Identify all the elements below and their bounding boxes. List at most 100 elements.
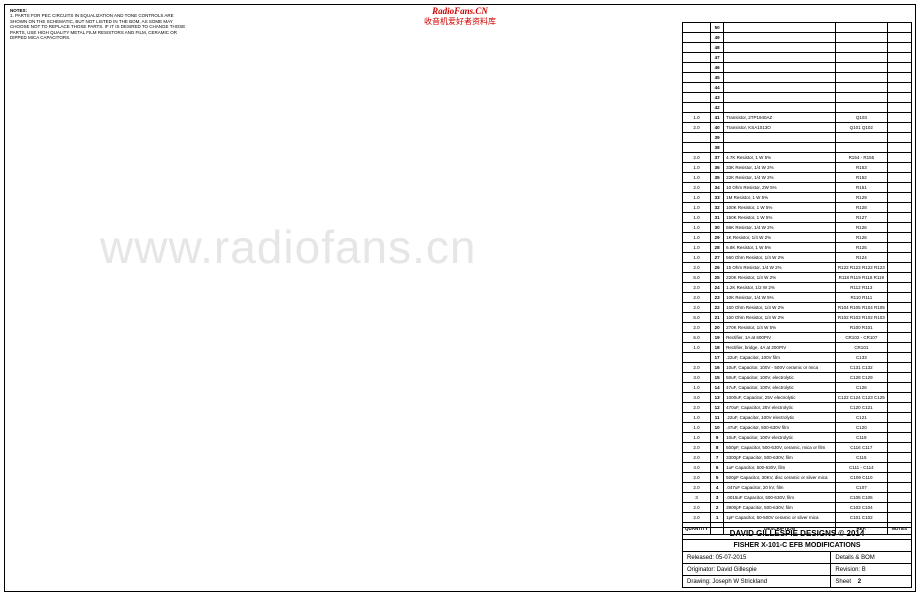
title-details: Details & BOM (831, 552, 912, 564)
cell-desc: .0015uF Capacitor, 500-630V, film (724, 493, 836, 503)
cell-desc (724, 23, 836, 33)
cell-desc: 3300pF Capacitor, 500-630V, film (724, 453, 836, 463)
cell-notes (887, 213, 911, 223)
table-row: 1.0291K Resistor, 1/4 W 2%R126 (683, 233, 912, 243)
table-row: 4.061uF Capacitor, 500-630V, filmC111 - … (683, 463, 912, 473)
cell-desc: Transistor, 2TP1940AZ (724, 113, 836, 123)
cell-num: 43 (711, 93, 724, 103)
cell-num: 12 (711, 403, 724, 413)
cell-desc: 47uF, Capacitor, 100V, electrolytic (724, 383, 836, 393)
cell-notes (887, 333, 911, 343)
cell-qty: 2.0 (683, 473, 711, 483)
cell-num: 19 (711, 333, 724, 343)
cell-desc: 1M Resistor, 1 W 5% (724, 193, 836, 203)
cell-qty: 1.0 (683, 233, 711, 243)
cell-notes (887, 433, 911, 443)
cell-num: 11 (711, 413, 724, 423)
cell-notes (887, 123, 911, 133)
cell-num: 8 (711, 443, 724, 453)
cell-qty: 1.0 (683, 383, 711, 393)
title-project: FISHER X-101-C EFB MODIFICATIONS (683, 540, 912, 552)
cell-num: 14 (711, 383, 724, 393)
cell-num: 10 (711, 423, 724, 433)
cell-ref: C122 C124 C123 C125 (835, 393, 887, 403)
table-row: 2.011pF Capacitor, 50-500V ceramic or si… (683, 513, 912, 523)
table-row: 39 (683, 133, 912, 143)
cell-num: 22 (711, 303, 724, 313)
cell-qty (683, 33, 711, 43)
cell-ref: C107 (835, 483, 887, 493)
cell-notes (887, 493, 911, 503)
table-row: 1.0331M Resistor, 1 W 5%R129 (683, 193, 912, 203)
cell-ref: R122 R123 R122 R123 (835, 263, 887, 273)
cell-notes (887, 343, 911, 353)
cell-num: 1 (711, 513, 724, 523)
cell-num: 39 (711, 133, 724, 143)
cell-desc: 150K Resistor, 1 W 5% (724, 213, 836, 223)
cell-num: 25 (711, 273, 724, 283)
cell-ref: R110 R111 (835, 293, 887, 303)
cell-desc: 10uF, Capacitor, 100V electrolytic (724, 433, 836, 443)
cell-qty (683, 53, 711, 63)
cell-ref: R104 R105 R104 R105 (835, 303, 887, 313)
cell-num: 16 (711, 363, 724, 373)
cell-num: 42 (711, 103, 724, 113)
cell-ref: R152 (835, 173, 887, 183)
cell-qty (683, 143, 711, 153)
cell-num: 47 (711, 53, 724, 63)
table-row: 2.02310K Resistor, 1/4 W 5%R110 R111 (683, 293, 912, 303)
cell-ref: R127 (835, 213, 887, 223)
cell-desc: 15 Ohm Resistor, 1/4 W 2% (724, 263, 836, 273)
cell-num: 20 (711, 323, 724, 333)
cell-num: 50 (711, 23, 724, 33)
cell-num: 9 (711, 433, 724, 443)
cell-notes (887, 83, 911, 93)
cell-notes (887, 33, 911, 43)
cell-num: 36 (711, 163, 724, 173)
cell-qty: 2.0 (683, 513, 711, 523)
cell-num: 37 (711, 153, 724, 163)
cell-ref: C128 C129 (835, 373, 887, 383)
cell-qty: 1.0 (683, 113, 711, 123)
cell-desc: 470uF, Capacitor, 25V electrolytic (724, 403, 836, 413)
cell-ref: C126 (835, 383, 887, 393)
title-revision: Revision: B (831, 564, 912, 576)
cell-ref: R126 (835, 233, 887, 243)
cell-desc: Rectifier, bridge, 4A at 200PIV (724, 343, 836, 353)
cell-notes (887, 153, 911, 163)
cell-desc (724, 73, 836, 83)
cell-desc: 33K Resistor, 1/4 W 2% (724, 163, 836, 173)
table-row: 2.040Transistor, KSA1013OQ101 Q102 (683, 123, 912, 133)
cell-num: 32 (711, 203, 724, 213)
cell-ref (835, 93, 887, 103)
cell-notes (887, 323, 911, 333)
cell-ref (835, 143, 887, 153)
cell-num: 40 (711, 123, 724, 133)
cell-desc: 1pF Capacitor, 50-500V ceramic or silver… (724, 513, 836, 523)
cell-ref: R112 R113 (835, 283, 887, 293)
cell-desc (724, 133, 836, 143)
cell-ref: R124 (835, 253, 887, 263)
cell-num: 5 (711, 473, 724, 483)
cell-notes (887, 363, 911, 373)
table-row: 2.0241.2K Resistor, 1/2 W 2%R112 R113 (683, 283, 912, 293)
cell-ref: CR102 - CR107 (835, 333, 887, 343)
cell-qty: 2.0 (683, 453, 711, 463)
cell-num: 34 (711, 183, 724, 193)
table-row: 1.018Rectifier, bridge, 4A at 200PIVCR10… (683, 343, 912, 353)
cell-desc: .22uF, Capacitor, 100V electrolytic (724, 413, 836, 423)
table-row: 1.027560 Ohm Resistor, 1/4 W 2%R124 (683, 253, 912, 263)
cell-ref (835, 43, 887, 53)
table-row: 1.032100K Resistor, 1 W 5%R128 (683, 203, 912, 213)
table-row: 3.01550uF, Capacitor, 100V, electrolytic… (683, 373, 912, 383)
cell-qty (683, 83, 711, 93)
title-released: Released: 05-07-2015 (683, 552, 831, 564)
table-row: 6.021100 Ohm Resistor, 1/4 W 2%R102 R103… (683, 313, 912, 323)
table-row: 6.025220K Resistor, 1/4 W 2%R118 R119 R1… (683, 273, 912, 283)
cell-ref: R153 (835, 163, 887, 173)
table-row: 2.012470uF, Capacitor, 25V electrolyticC… (683, 403, 912, 413)
cell-desc: 500pF, Capacitor, 500-630V, ceramic, mic… (724, 443, 836, 453)
table-row: 6.019Rectifier, 1A at 600PIVCR102 - CR10… (683, 333, 912, 343)
cell-qty (683, 103, 711, 113)
cell-notes (887, 203, 911, 213)
